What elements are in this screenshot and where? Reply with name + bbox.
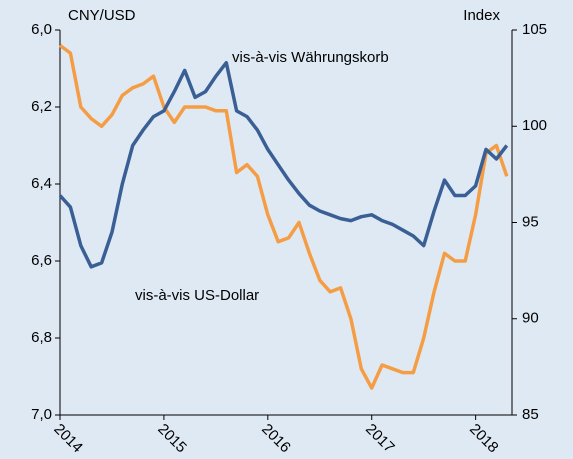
y2-tick-label: 85: [522, 406, 539, 423]
x-tick-label: 2017: [362, 421, 398, 457]
y2-axis-label: Index: [463, 7, 500, 24]
y-tick-label: 6,2: [31, 98, 52, 115]
y-tick-label: 6,4: [31, 175, 52, 192]
x-tick-label: 2018: [466, 421, 502, 457]
x-tick-label: 2015: [154, 421, 190, 457]
x-tick-label: 2014: [50, 421, 86, 457]
y-tick-label: 7,0: [31, 406, 52, 423]
line-series: [58, 43, 509, 390]
y-tick-label: 6,8: [31, 329, 52, 346]
y-tick-label: 6,6: [31, 252, 52, 269]
y2-tick-label: 95: [522, 213, 539, 230]
x-tick-label: 2016: [258, 421, 294, 457]
y-axis-label: CNY/USD: [68, 7, 136, 24]
series-label: vis-à-vis US-Dollar: [135, 287, 259, 304]
y-tick-label: 6,0: [31, 21, 52, 38]
line-series: [58, 60, 509, 269]
y2-tick-label: 100: [522, 117, 547, 134]
y2-tick-label: 90: [522, 310, 539, 327]
series-label: vis-à-vis Währungskorb: [232, 49, 389, 66]
y2-tick-label: 105: [522, 21, 547, 38]
